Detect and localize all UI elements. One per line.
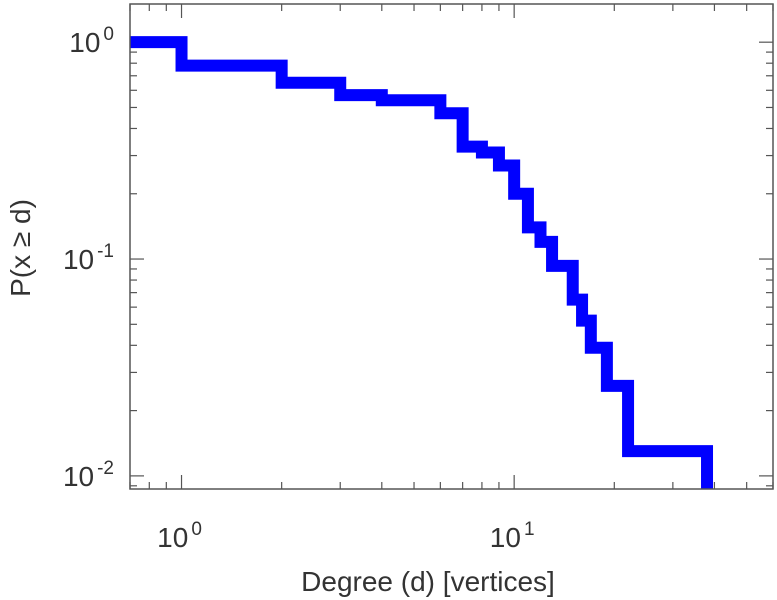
ticks-layer xyxy=(129,4,774,489)
x-axis-label: Degree (d) [vertices] xyxy=(301,566,555,597)
y-tick-label: 10 -1 xyxy=(63,241,114,275)
y-tick-label: 10 0 xyxy=(69,24,114,58)
series-line-0 xyxy=(130,36,714,489)
x-tick-label: 10 1 xyxy=(490,519,535,553)
y-tick-label: 10 -2 xyxy=(63,458,114,492)
x-tick-label: 10 0 xyxy=(157,519,202,553)
y-axis-label: P(x ≥ d) xyxy=(5,199,36,297)
series-layer xyxy=(130,36,714,489)
plot-frame xyxy=(129,3,774,490)
